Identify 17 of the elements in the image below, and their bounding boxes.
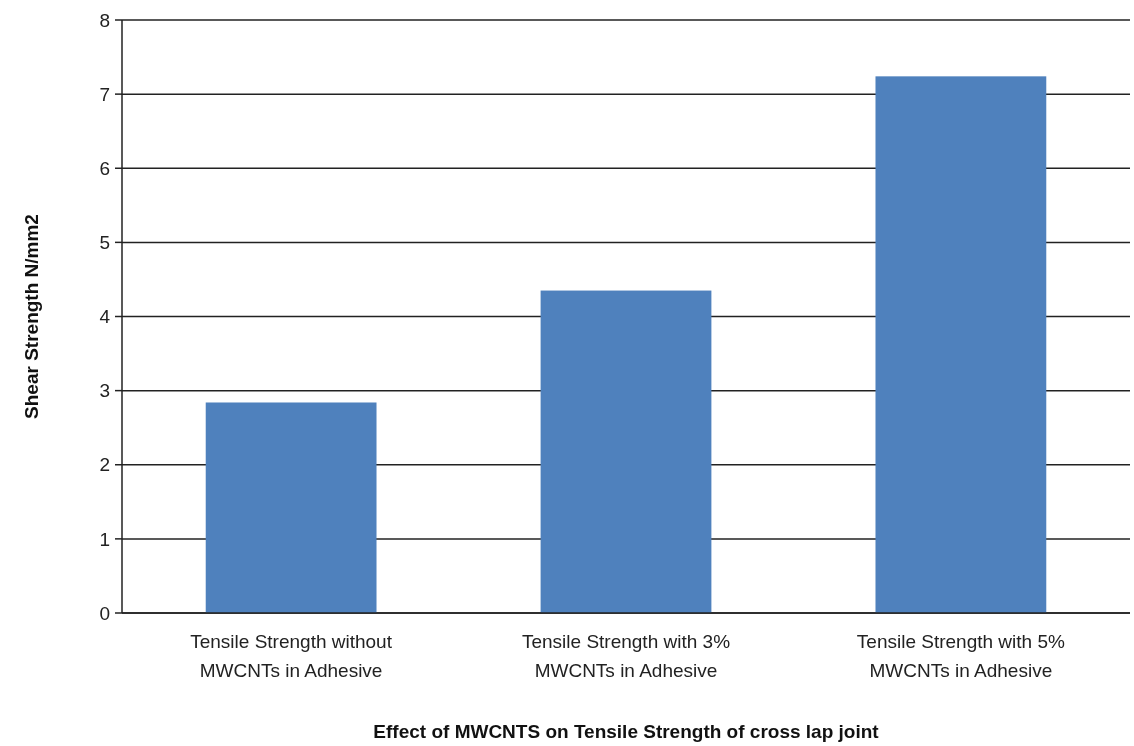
y-tick-label: 1 [99, 528, 110, 550]
y-tick-label: 0 [99, 602, 110, 624]
bar [205, 402, 377, 613]
bar [540, 290, 712, 613]
bar [875, 76, 1047, 613]
x-tick-label: Tensile Strength without MWCNTs in Adhesive [190, 631, 393, 681]
y-tick-label: 3 [99, 380, 110, 402]
x-tick-label: Tensile Strength with 3% MWCNTs in Adhesive [521, 631, 731, 681]
x-axis-title: Effect of MWCNTS on Tensile Strength of cross lap joint [373, 721, 880, 742]
y-tick-label: 2 [99, 454, 110, 476]
y-tick-label: 8 [99, 9, 110, 31]
y-tick-label: 6 [99, 157, 110, 179]
x-tick-label: Tensile Strength with 5% MWCNTs in Adhesive [856, 631, 1066, 681]
y-tick-label: 5 [99, 232, 110, 254]
y-axis-title: Shear Strength N/mm2 [21, 214, 42, 419]
y-tick-label: 4 [99, 306, 111, 328]
y-tick-label: 7 [99, 83, 110, 105]
